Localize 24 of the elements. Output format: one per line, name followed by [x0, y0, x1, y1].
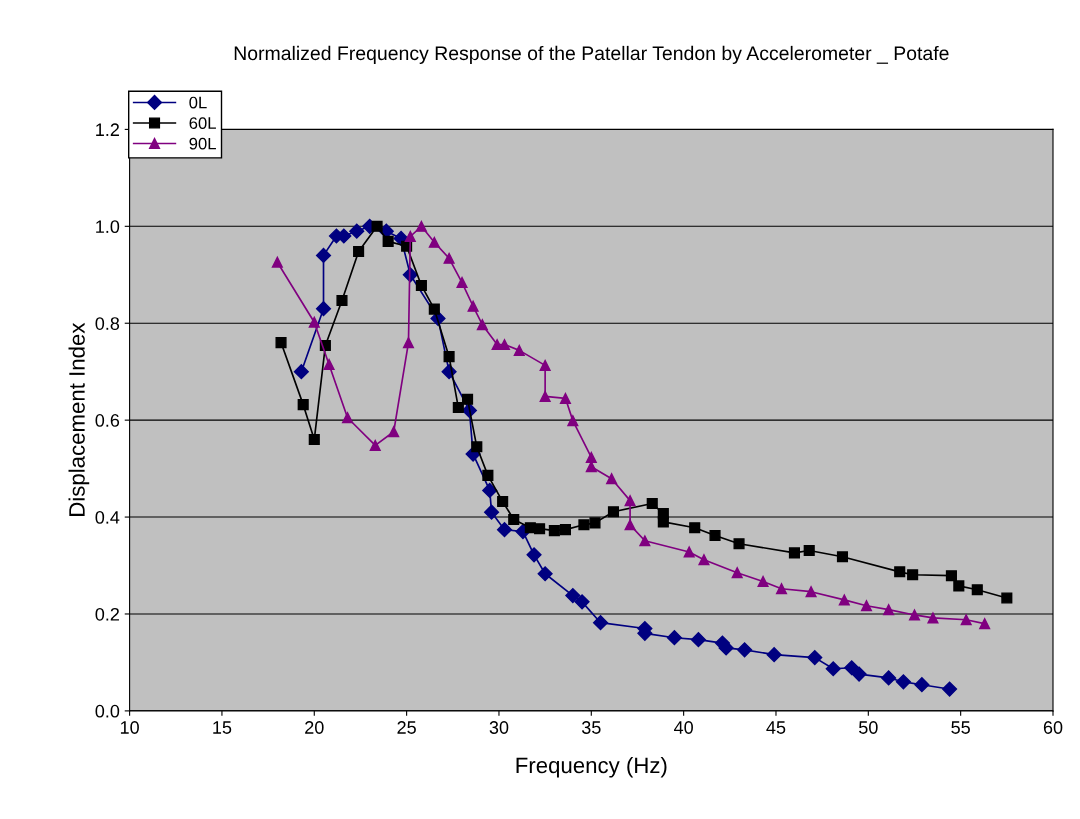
y-tick-label: 0.4	[95, 511, 120, 524]
legend-label: 60L	[189, 117, 216, 129]
legend-label: 90L	[189, 137, 216, 150]
y-tick-label: 0.2	[95, 607, 119, 621]
y-tick-label: 1.2	[96, 123, 119, 136]
x-tick-label: 35	[581, 721, 601, 734]
chart-title: Normalized Frequency Response of the Patellar Tendon by Accelerometer _ Potafe	[234, 45, 949, 64]
y-tick-label: 0.0	[95, 704, 120, 718]
x-tick-label: 10	[120, 721, 139, 734]
x-tick-label: 60	[1043, 721, 1063, 734]
y-tick-label: 0.6	[95, 414, 120, 427]
x-tick-label: 50	[859, 721, 878, 734]
legend-label: 0L	[189, 96, 207, 109]
y-tick-label: 0.8	[95, 317, 120, 330]
y-axis-title: Displacement Index	[68, 322, 90, 516]
x-tick-label: 40	[674, 721, 693, 734]
x-tick-label: 25	[397, 721, 416, 734]
x-axis-title: Frequency (Hz)	[516, 756, 667, 778]
x-tick-label: 20	[305, 721, 324, 734]
x-tick-label: 15	[213, 721, 232, 734]
x-tick-label: 30	[489, 721, 509, 734]
x-tick-label: 45	[766, 721, 786, 734]
x-tick-label: 55	[951, 721, 970, 734]
y-tick-label: 1.0	[96, 220, 120, 234]
